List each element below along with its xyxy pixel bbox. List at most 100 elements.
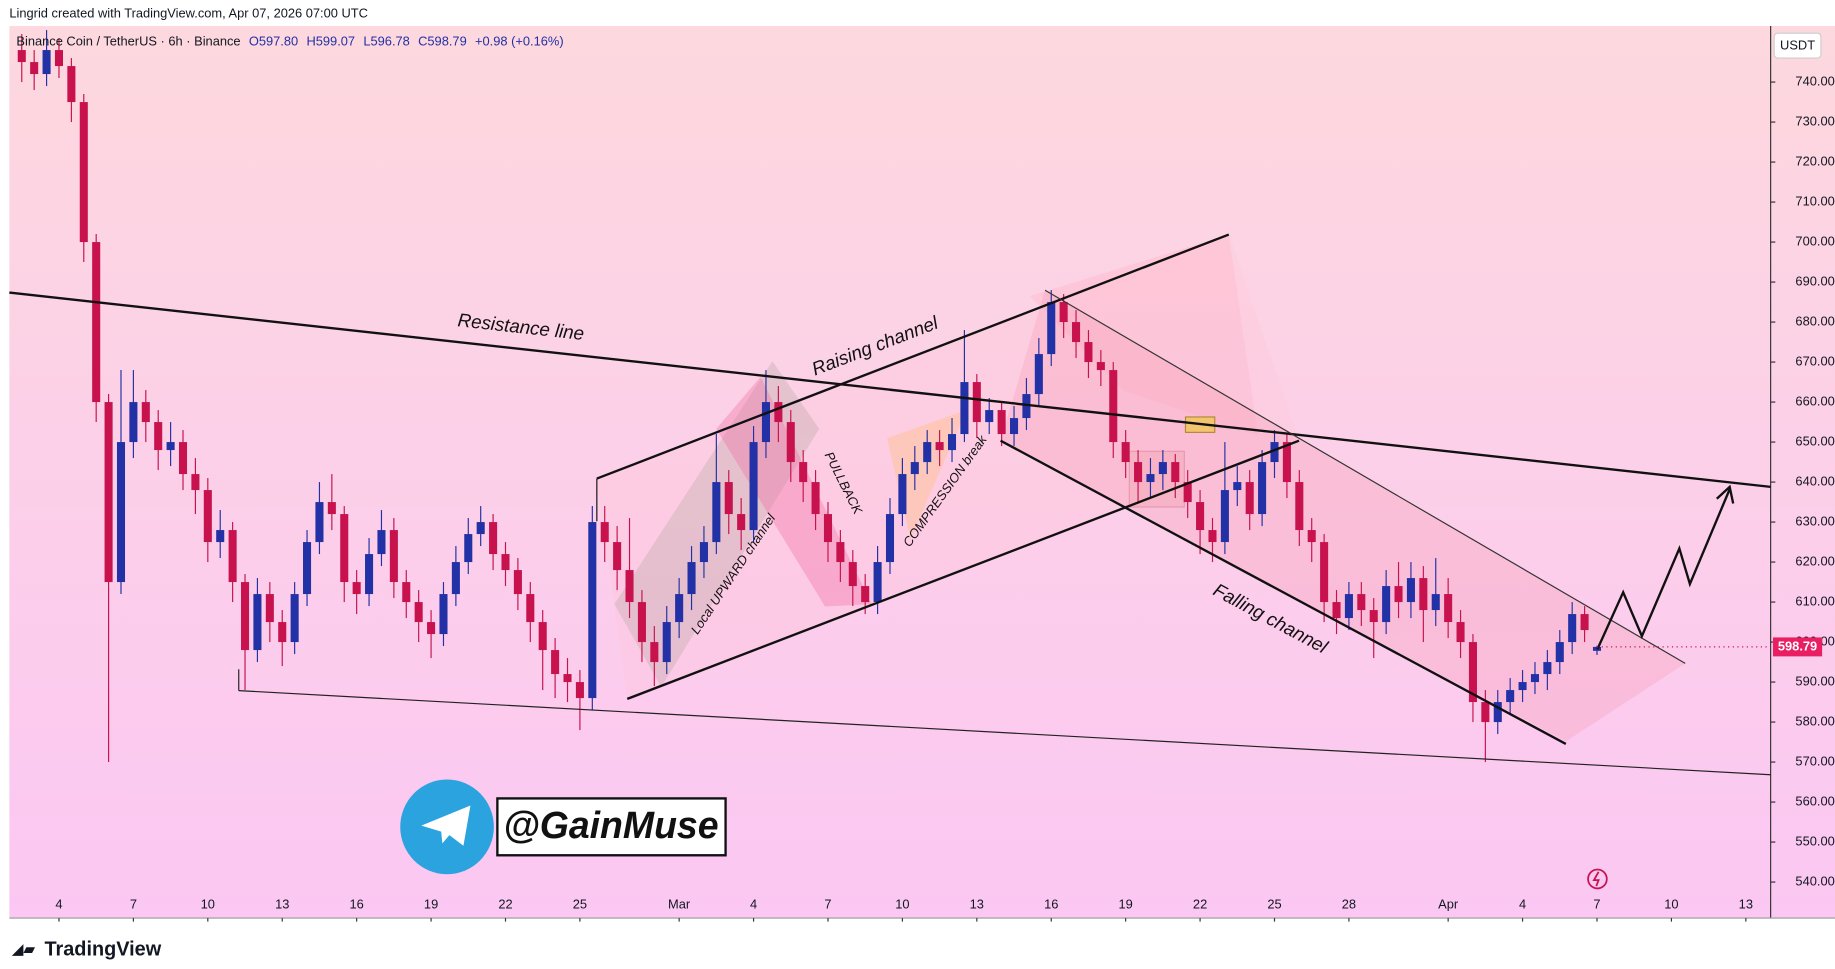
candle-body: [848, 562, 857, 587]
candle-body: [836, 542, 845, 563]
candle-body: [1344, 594, 1353, 619]
candle-body: [42, 50, 51, 75]
x-tick-label: 7: [130, 896, 137, 911]
candle-body: [129, 402, 138, 443]
alert-icon[interactable]: [1587, 868, 1608, 890]
y-tick-label: 650.00: [1795, 433, 1834, 448]
candle-body: [365, 554, 374, 595]
x-tick-label: 10: [895, 896, 909, 911]
candle-body: [191, 474, 200, 491]
candle-body: [675, 594, 684, 623]
candle-body: [30, 62, 39, 75]
candle-body: [290, 594, 299, 643]
candle-body: [414, 602, 423, 623]
x-tick-label: 25: [1267, 896, 1281, 911]
ohlc-high: H599.07: [306, 34, 355, 49]
candle-body: [178, 442, 188, 475]
candle-body: [265, 594, 274, 623]
candle-body: [600, 522, 609, 543]
candle-body: [54, 50, 64, 67]
candle-body: [1493, 702, 1502, 723]
candle-body: [427, 622, 436, 635]
candle-body: [1555, 642, 1564, 663]
candle-body: [67, 66, 76, 103]
candle-body: [1059, 302, 1068, 323]
x-tick-label: 28: [1342, 896, 1356, 911]
handle: @GainMuse: [503, 804, 718, 846]
telegram-plane: [421, 805, 471, 846]
candle-body: [972, 382, 981, 423]
y-tick-label: 690.00: [1795, 273, 1834, 288]
currency-box[interactable]: [1773, 32, 1822, 59]
candle-body: [898, 474, 907, 515]
x-tick-label: 10: [1664, 896, 1678, 911]
credit: Lingrid created with TradingView.com, Ap…: [9, 6, 368, 21]
candle-body: [1332, 602, 1341, 619]
y-tick-label: 700.00: [1795, 233, 1834, 248]
ohlc-change: +0.98 (+0.16%): [475, 34, 564, 49]
candle-body: [1568, 614, 1577, 643]
candle-body: [1543, 662, 1552, 675]
x-tick-label: 13: [1739, 896, 1753, 911]
candle-body: [625, 570, 634, 603]
candle-body: [960, 382, 969, 435]
candle-body: [1456, 622, 1465, 643]
candle-body: [216, 530, 225, 543]
candle-body: [662, 622, 671, 663]
candle-body: [476, 522, 485, 535]
last-price-label: 598.79: [1778, 638, 1817, 653]
candle-body: [1282, 442, 1291, 483]
falling-channel-lower: [1000, 439, 1567, 745]
candle-body: [1171, 462, 1180, 483]
x-tick-label: 16: [350, 896, 364, 911]
candle-body: [1270, 442, 1279, 463]
symbol: Binance Coin / TetherUS · 6h · Binance: [16, 34, 240, 49]
tv-mark: ◢▰: [12, 941, 36, 958]
candle-body: [1109, 370, 1118, 443]
candle-body: [575, 682, 584, 699]
candle-body: [749, 442, 758, 531]
projection-path: [1596, 488, 1731, 650]
y-tick-label: 540.00: [1795, 873, 1834, 888]
candle-body: [799, 462, 808, 483]
currency[interactable]: USDT: [1780, 38, 1815, 53]
candle-body: [650, 642, 659, 663]
candle-body: [947, 434, 957, 451]
candle-body: [1444, 594, 1453, 623]
falling-channel-fill: [1000, 290, 1686, 742]
raising-channel-upper: [596, 233, 1230, 480]
candle-body: [389, 530, 398, 583]
candle-body: [687, 562, 696, 595]
candle-body: [340, 514, 349, 583]
y-tick-label: 610.00: [1795, 593, 1834, 608]
candle-body: [1518, 682, 1527, 691]
candle-body: [1506, 690, 1515, 703]
candle-body: [1134, 462, 1143, 483]
candle-body: [377, 530, 386, 555]
candle-body: [786, 422, 795, 463]
projection-arrowhead: [1716, 484, 1735, 504]
pullback-fill: [716, 376, 872, 607]
candle-body: [1394, 586, 1403, 603]
candle-body: [861, 586, 870, 603]
candle-body: [910, 462, 919, 475]
ohlc-low: L596.78: [363, 34, 409, 49]
candle-body: [1022, 394, 1031, 419]
candle-body: [1146, 474, 1155, 483]
candle-body: [315, 502, 324, 543]
candle-body: [761, 402, 770, 443]
candle-body: [1468, 642, 1477, 703]
plot-background: [9, 26, 1835, 919]
candle-body: [613, 542, 622, 571]
raising-channel-lower: [626, 439, 1300, 701]
candle-body: [997, 410, 1006, 435]
candle-body: [489, 522, 498, 555]
candle-body: [1158, 462, 1167, 475]
candle-body: [166, 442, 175, 451]
candle-body: [699, 542, 708, 563]
y-tick-label: 640.00: [1795, 473, 1834, 488]
y-tick-label: 720.00: [1795, 153, 1834, 168]
x-tick-label: Mar: [668, 896, 691, 911]
ohlc-open: O597.80: [249, 34, 298, 49]
candle-body: [885, 514, 895, 563]
